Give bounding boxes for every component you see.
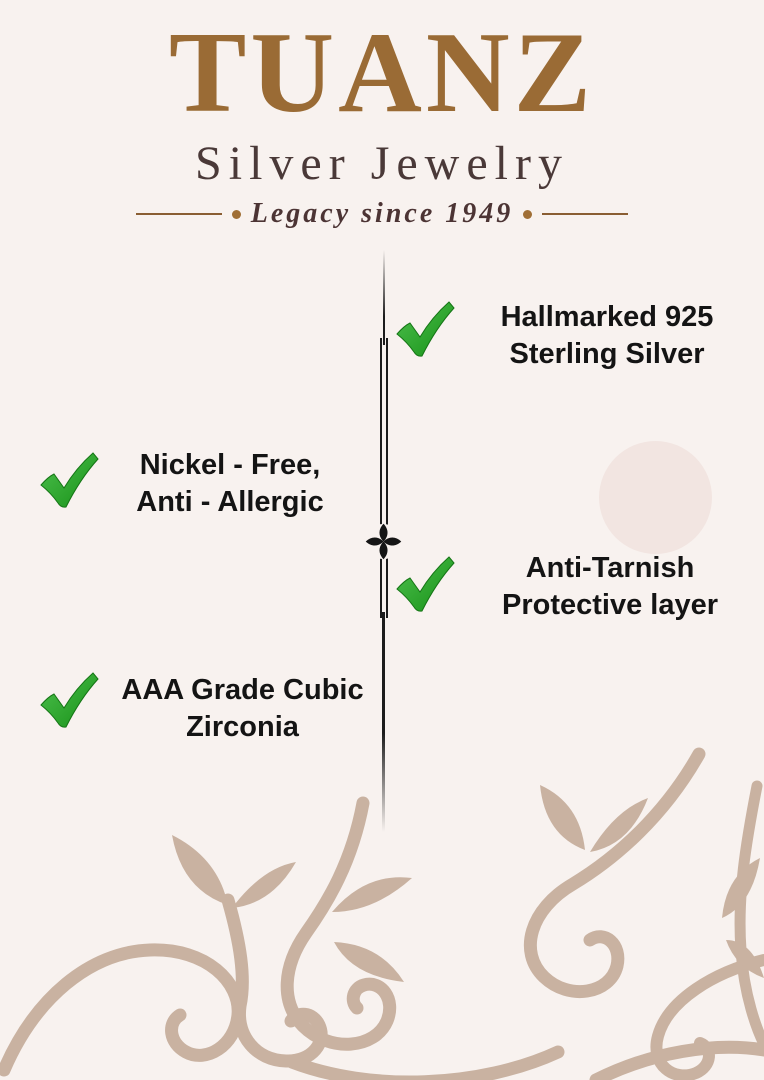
swirl-center-bottom [285, 1045, 565, 1080]
tagline-rule-left [135, 213, 222, 215]
swirl-bottom-right-sweep [589, 1040, 764, 1080]
feature-line: Zirconia [186, 711, 299, 743]
tagline-rule-right [542, 213, 629, 215]
swirl-center-stem [280, 796, 397, 1051]
leaf-icon [726, 940, 764, 978]
swirl-left-corner [0, 943, 245, 1077]
divider [365, 250, 402, 832]
brand-tagline: Legacy since 1949 [250, 198, 514, 229]
feature-line: Hallmarked 925 [500, 301, 714, 333]
checkmark-icon [392, 296, 456, 362]
checkmark-icon [36, 447, 100, 513]
leaf-icon [334, 942, 404, 982]
feature-anti-tarnish: Anti-Tarnish Protective layer [475, 550, 745, 624]
swirl-left-vine [221, 893, 328, 1068]
checkmark-icon [36, 667, 100, 733]
tagline-dot-right-icon [523, 209, 533, 219]
swirl-right-cluster [523, 747, 706, 998]
leaf-icon [172, 835, 228, 905]
fleuron-ornament-icon [364, 522, 403, 561]
leaf-icon [590, 798, 648, 852]
tagline-dot-left-icon [231, 209, 241, 219]
leaf-icon [540, 785, 585, 850]
feature-line: Anti-Tarnish [525, 552, 695, 584]
brand-tagline-row: Legacy since 1949 [0, 198, 764, 230]
feature-line: Nickel - Free, [139, 449, 321, 481]
feature-line: AAA Grade Cubic [121, 674, 364, 706]
brand-name: TUANZ [168, 9, 596, 137]
leaf-icon [232, 862, 296, 908]
feature-line: Anti - Allergic [136, 486, 324, 518]
feature-line: Sterling Silver [509, 338, 705, 370]
swirl-right-edge-stem [734, 780, 764, 1050]
vine-flourish-graphic [0, 747, 764, 1080]
divider-line-bottom [382, 612, 385, 832]
accent-circle [599, 441, 712, 554]
checkmark-icon [392, 551, 456, 617]
feature-cubic-zirconia: AAA Grade Cubic Zirconia [105, 672, 380, 746]
brand-subtitle: Silver Jewelry [195, 137, 569, 190]
feature-nickel-free: Nickel - Free, Anti - Allergic [105, 447, 355, 521]
divider-line-top [382, 250, 385, 345]
leaf-icon [332, 877, 412, 912]
feature-line: Protective layer [501, 589, 718, 621]
divider-line-double [379, 338, 388, 618]
leaf-icon [722, 858, 760, 918]
feature-hallmarked-silver: Hallmarked 925 Sterling Silver [462, 299, 752, 373]
